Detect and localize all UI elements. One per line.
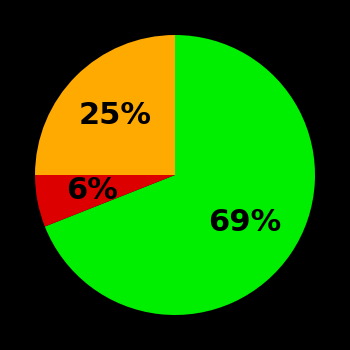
Wedge shape bbox=[35, 175, 175, 226]
Text: 25%: 25% bbox=[79, 101, 152, 130]
Text: 69%: 69% bbox=[208, 208, 281, 237]
Text: 6%: 6% bbox=[66, 176, 118, 205]
Wedge shape bbox=[45, 35, 315, 315]
Wedge shape bbox=[35, 35, 175, 175]
